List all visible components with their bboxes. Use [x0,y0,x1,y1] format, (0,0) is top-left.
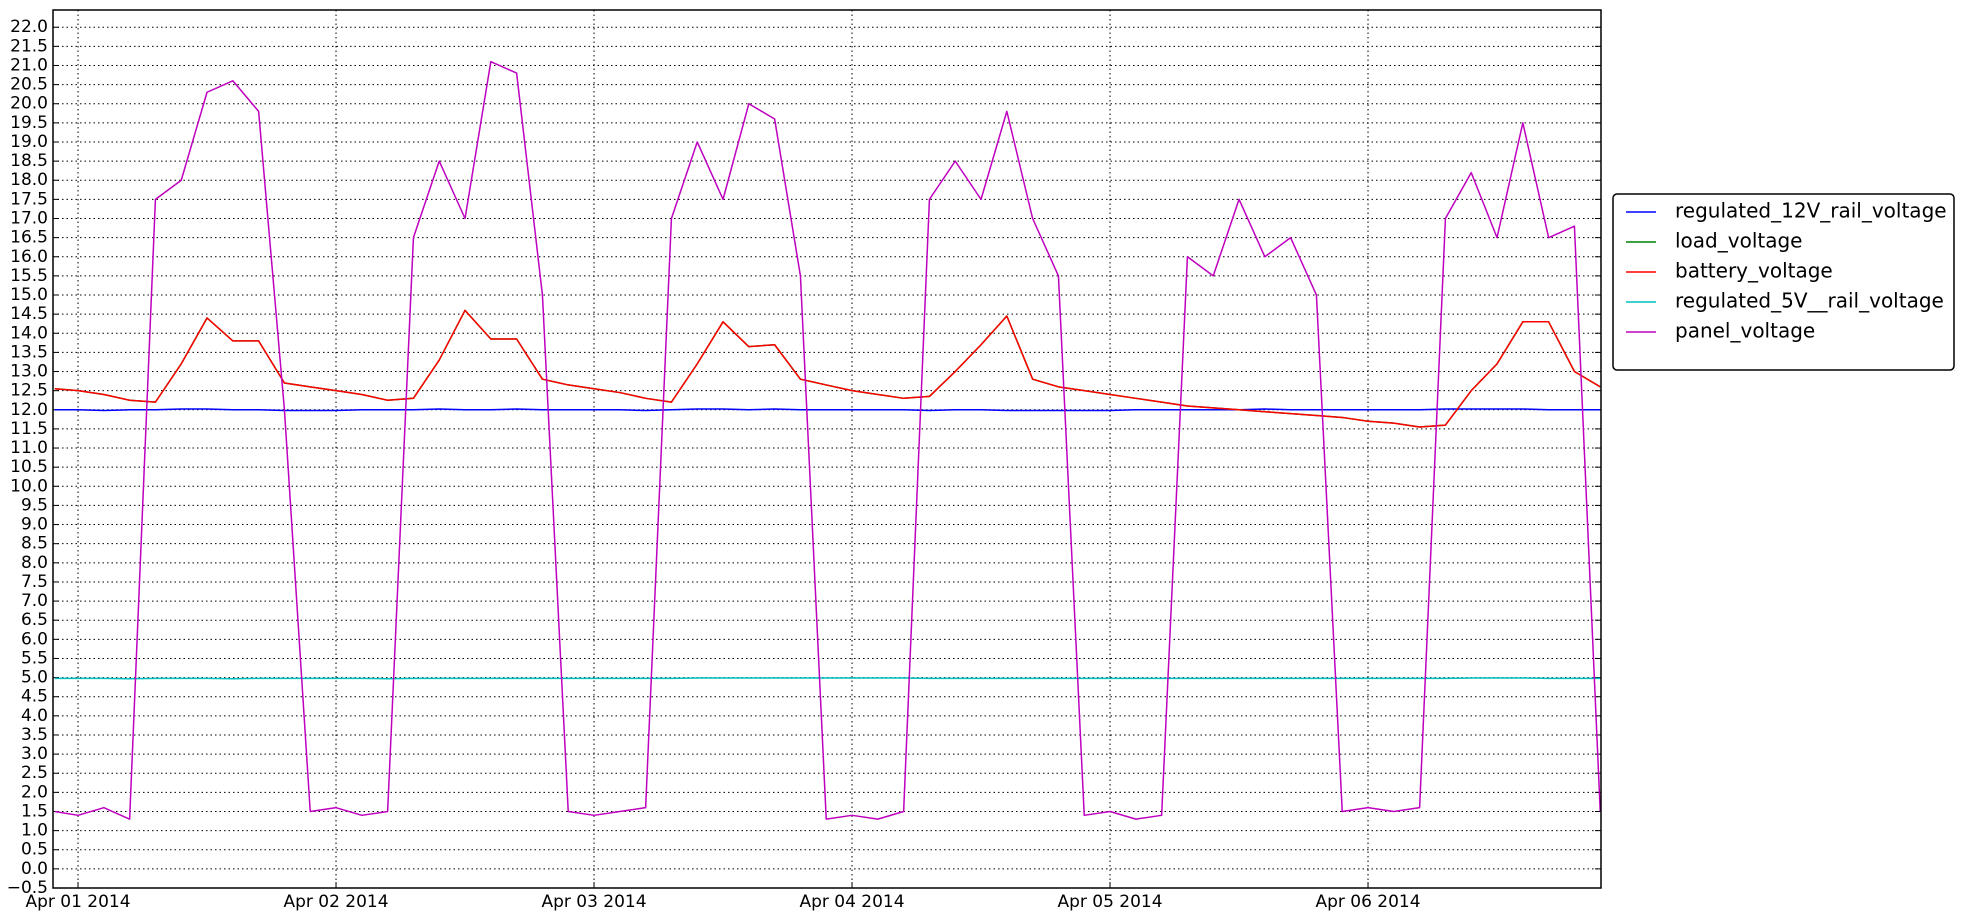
y-tick-label: 20.5 [10,75,48,95]
x-tick-label: Apr 05 2014 [1057,892,1162,912]
x-tick-label: Apr 06 2014 [1315,892,1420,912]
y-tick-label: 21.5 [10,36,48,56]
y-tick-label: 11.5 [10,419,48,439]
y-tick-label: 4.0 [21,706,48,726]
y-tick-label: −0.5 [7,878,48,898]
series-line [54,309,1601,428]
y-tick-label: 16.5 [10,228,48,248]
y-tick-label: 15.0 [10,285,48,305]
y-tick-label: 0.5 [21,840,48,860]
y-tick-label: 19.5 [10,113,48,133]
y-tick-label: 13.5 [10,342,48,362]
y-tick-label: 6.0 [21,629,48,649]
y-tick-label: 11.0 [10,438,48,458]
y-tick-label: 4.5 [21,687,48,707]
y-tick-label: 15.5 [10,266,48,286]
y-tick-label: 8.0 [21,553,48,573]
y-tick-label: 10.0 [10,476,48,496]
y-tick-label: 14.5 [10,304,48,324]
y-tick-label: 5.0 [21,668,48,688]
legend-label: regulated_5V__rail_voltage [1675,289,1944,313]
y-tick-label: 6.5 [21,610,48,630]
y-tick-label: 18.0 [10,170,48,190]
series-line [54,408,1601,412]
y-tick-label: 3.0 [21,744,48,764]
y-tick-label: 22.0 [10,17,48,37]
legend-label: battery_voltage [1675,259,1833,283]
x-tick-label: Apr 02 2014 [283,892,388,912]
y-tick-label: 18.5 [10,151,48,171]
y-tick-label: 17.0 [10,209,48,229]
y-tick-label: 17.5 [10,189,48,209]
y-tick-label: 1.0 [21,821,48,841]
y-tick-label: 2.5 [21,763,48,783]
y-tick-label: 13.0 [10,362,48,382]
y-tick-label: 12.0 [10,400,48,420]
legend-label: load_voltage [1675,229,1802,253]
y-tick-label: 14.0 [10,323,48,343]
y-tick-label: 1.5 [21,801,48,821]
series-line [54,677,1601,680]
y-tick-label: 7.0 [21,591,48,611]
y-tick-label: 2.0 [21,782,48,802]
legend-label: panel_voltage [1675,319,1815,343]
y-tick-label: 0.0 [21,859,48,879]
plot-frame [52,9,1602,889]
series-line [54,60,1601,820]
y-tick-label: 16.0 [10,247,48,267]
y-tick-label: 19.0 [10,132,48,152]
x-tick-label: Apr 03 2014 [541,892,646,912]
y-tick-label: 12.5 [10,381,48,401]
y-tick-label: 9.0 [21,515,48,535]
y-tick-label: 7.5 [21,572,48,592]
y-tick-label: 3.5 [21,725,48,745]
legend-label: regulated_12V_rail_voltage [1675,199,1947,223]
y-tick-label: 10.5 [10,457,48,477]
x-tick-label: Apr 01 2014 [25,892,130,912]
y-tick-label: 8.5 [21,534,48,554]
y-tick-label: 20.0 [10,94,48,114]
legend-box [1612,193,1955,371]
y-tick-label: 9.5 [21,495,48,515]
x-tick-label: Apr 04 2014 [799,892,904,912]
y-tick-label: 21.0 [10,55,48,75]
y-tick-label: 5.5 [21,648,48,668]
